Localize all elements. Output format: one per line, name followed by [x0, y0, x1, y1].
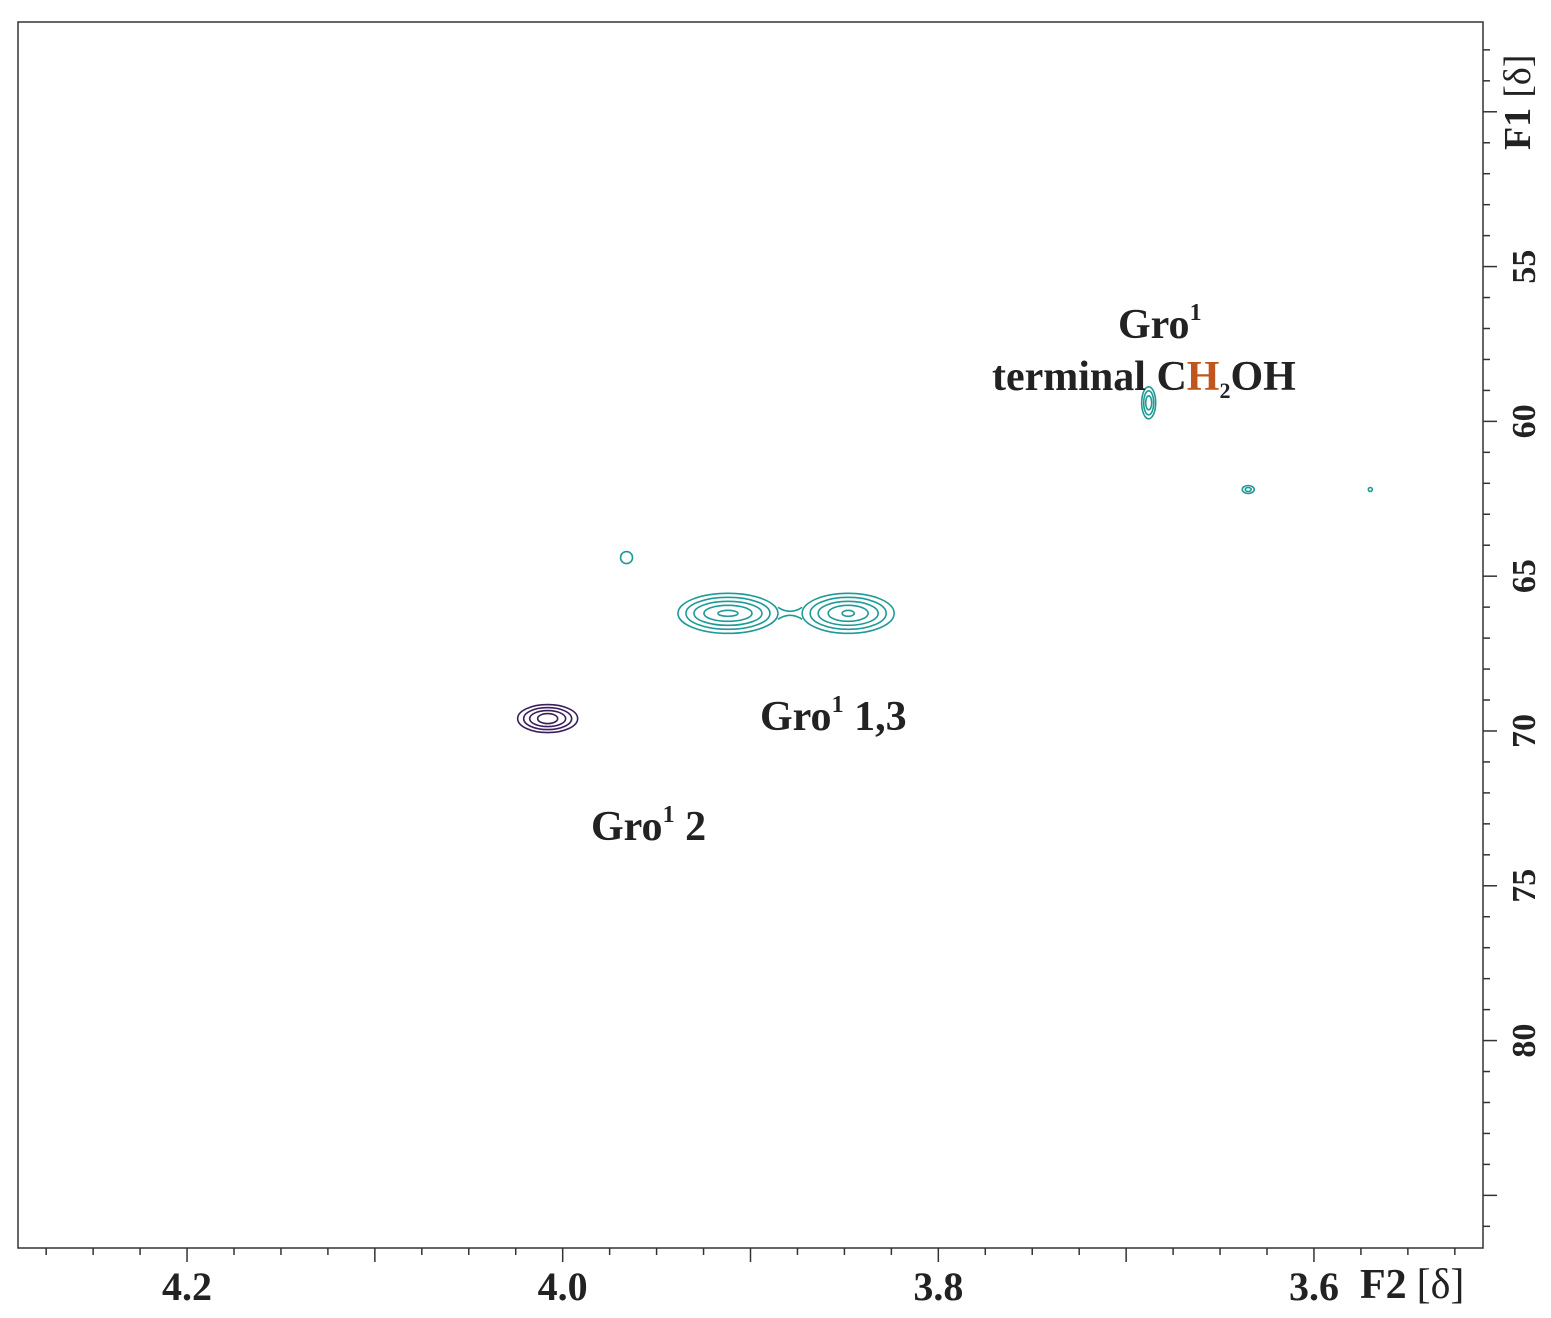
y-axis-title: F1 [δ] — [1497, 55, 1539, 150]
y-axis-ticks — [1483, 49, 1497, 1228]
y-tick-label: 65 — [1506, 559, 1543, 593]
contour-ring — [522, 706, 573, 731]
contour-ring — [817, 600, 879, 627]
contour-bridge — [777, 614, 803, 621]
x-tick-label: 4.0 — [538, 1264, 588, 1309]
x-axis-title-main: F2 — [1360, 1262, 1407, 1308]
x-tick-label: 3.8 — [913, 1264, 963, 1309]
contour-ring — [1244, 486, 1253, 493]
contour-ring — [619, 550, 634, 565]
contour-ring — [1140, 386, 1157, 420]
contour-ring — [528, 709, 567, 728]
annotation-gro-1-3-sup: 1 — [832, 692, 844, 718]
annotation-gro-2-gro: Gro — [591, 804, 663, 850]
annotation-gro-terminal-gro: Gro — [1118, 302, 1190, 348]
annotation-gro-terminal-line2: terminal CH2OH — [992, 354, 1296, 403]
annotation-gro-2-rest: 2 — [675, 804, 707, 850]
x-tick-label: 4.2 — [162, 1264, 212, 1309]
annotation-gro-1-3-gro: Gro — [760, 694, 832, 740]
contour-peak — [801, 592, 895, 635]
contour-bridge — [777, 606, 803, 613]
x-tick-label: 3.6 — [1289, 1264, 1339, 1309]
annotation-gro-1-3: Gro1 1,3 — [760, 692, 907, 740]
contour-ring — [516, 703, 579, 734]
annotation-terminal-prefix: terminal C — [992, 354, 1187, 400]
annotation-gro-terminal-line1: Gro1 — [1118, 300, 1202, 348]
x-axis-ticks — [45, 1248, 1456, 1262]
contour-peak — [516, 703, 579, 734]
contour-ring — [1142, 390, 1155, 416]
annotation-terminal-subscript: 2 — [1219, 378, 1230, 403]
y-tick-label: 75 — [1506, 869, 1543, 903]
x-axis-title: F2 [δ] — [1360, 1262, 1464, 1308]
y-tick-label: 60 — [1506, 404, 1543, 438]
annotation-gro-terminal-sup: 1 — [1190, 300, 1202, 326]
annotation-gro-1-3-rest: 1,3 — [844, 694, 907, 740]
contour-ring — [677, 592, 779, 635]
y-tick-label: 70 — [1506, 714, 1543, 748]
y-tick-label: 55 — [1506, 250, 1543, 284]
contour-ring — [841, 609, 855, 618]
contour-ring — [685, 596, 771, 631]
annotation-gro-2: Gro1 2 — [591, 802, 706, 850]
contour-ring — [717, 609, 739, 618]
annotation-terminal-suffix: OH — [1230, 354, 1295, 400]
contour-ring — [693, 600, 763, 627]
contour-ring — [1367, 486, 1374, 493]
y-axis-title-unit: [δ] — [1497, 55, 1539, 98]
contour-peak — [1367, 486, 1374, 493]
x-axis-tick-labels: 4.2 4.0 3.8 3.6 — [162, 1264, 1339, 1309]
contour-ring — [801, 592, 895, 635]
contour-peak — [677, 592, 779, 635]
contour-peaks — [516, 386, 1374, 734]
x-axis-title-unit: [δ] — [1417, 1262, 1465, 1308]
y-axis-tick-labels: 55 60 65 70 75 80 — [1506, 250, 1543, 1058]
contour-ring — [703, 604, 753, 623]
contour-peak — [1140, 386, 1157, 420]
contour-peak — [1241, 484, 1256, 495]
y-axis-title-main: F1 — [1497, 108, 1539, 150]
annotation-terminal-highlight: H — [1187, 354, 1220, 400]
contour-ring — [1144, 395, 1153, 411]
y-tick-label: 80 — [1506, 1024, 1543, 1058]
contour-ring — [809, 596, 887, 631]
contour-peak — [619, 550, 634, 565]
contour-ring — [1241, 484, 1256, 495]
contour-ring — [827, 604, 869, 623]
contour-ring — [536, 712, 559, 725]
annotation-gro-2-sup: 1 — [663, 802, 675, 828]
